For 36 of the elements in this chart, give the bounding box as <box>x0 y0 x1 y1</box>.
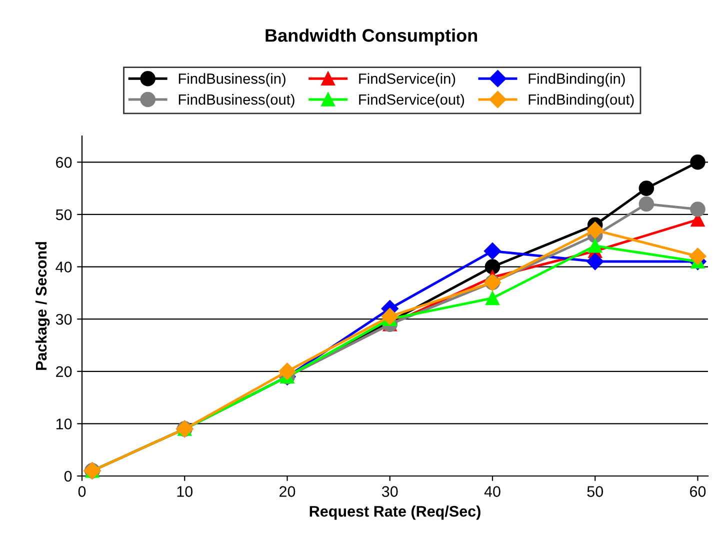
point <box>638 180 654 196</box>
x-tick-label: 60 <box>690 486 706 497</box>
legend-label: FindService(out) <box>359 94 464 108</box>
y-axis-title: Package / Second <box>35 242 50 370</box>
legend-label: FindBusiness(in) <box>178 73 286 87</box>
point <box>586 222 604 239</box>
point <box>486 291 500 306</box>
x-axis-title: Request Rate (Req/Sec) <box>310 506 480 520</box>
chart-title: Bandwidth Consumption <box>266 28 478 46</box>
y-tick-label: 40 <box>56 262 72 272</box>
x-tick-label: 0 <box>78 486 86 497</box>
point <box>690 154 706 170</box>
x-tick-label: 30 <box>382 486 398 497</box>
x-tick-label: 40 <box>484 486 500 497</box>
point <box>278 362 296 380</box>
point <box>689 248 706 265</box>
y-tick-label: 30 <box>56 314 72 325</box>
point <box>484 242 502 260</box>
point <box>586 252 604 270</box>
x-tick-label: 20 <box>280 486 296 497</box>
point <box>588 238 602 253</box>
legend-label: FindBinding(out) <box>528 94 634 108</box>
y-tick-label: 20 <box>56 366 72 378</box>
y-tick-label: 60 <box>56 157 72 168</box>
legend-label: FindBinding(in) <box>528 73 625 87</box>
y-tick-label: 10 <box>56 418 72 430</box>
x-tick-label: 50 <box>587 486 604 497</box>
point <box>484 259 500 274</box>
point <box>381 308 398 326</box>
x-tick-label: 10 <box>177 486 193 497</box>
legend-label: FindBusiness(out) <box>178 94 294 108</box>
point <box>690 202 706 217</box>
point <box>638 196 654 212</box>
legend-label: FindService(in) <box>359 73 456 87</box>
y-tick-label: 50 <box>56 209 72 220</box>
y-tick-label: 0 <box>64 470 72 482</box>
